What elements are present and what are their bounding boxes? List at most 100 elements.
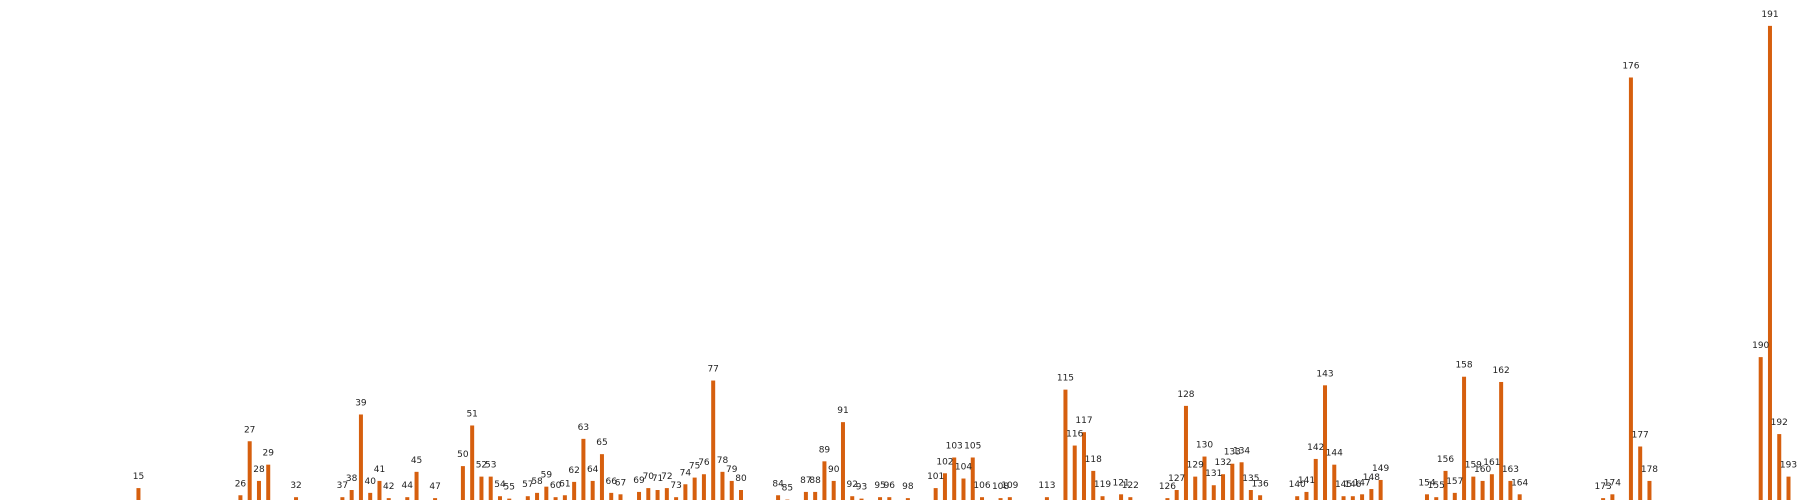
bar-117 bbox=[1081, 432, 1086, 500]
bar-label-102: 102 bbox=[936, 457, 953, 467]
bar-88 bbox=[813, 491, 818, 500]
bar-65 bbox=[599, 454, 604, 500]
bar-label-32: 32 bbox=[290, 481, 301, 491]
bar-label-140: 140 bbox=[1289, 480, 1306, 490]
bar-163 bbox=[1508, 480, 1513, 500]
bar-157 bbox=[1452, 492, 1457, 500]
bar-135 bbox=[1248, 490, 1253, 500]
bar-label-190: 190 bbox=[1752, 341, 1769, 351]
bar-label-64: 64 bbox=[587, 465, 599, 475]
bar-77 bbox=[711, 380, 716, 500]
bar-145 bbox=[1341, 496, 1346, 500]
bar-label-69: 69 bbox=[633, 476, 645, 486]
bar-158 bbox=[1462, 376, 1467, 500]
bar-label-118: 118 bbox=[1085, 455, 1102, 465]
bar-177 bbox=[1638, 446, 1643, 500]
bar-label-85: 85 bbox=[782, 484, 793, 494]
bar-54 bbox=[497, 496, 502, 500]
bar-label-44: 44 bbox=[402, 481, 414, 491]
bar-159 bbox=[1471, 476, 1476, 500]
bar-44 bbox=[405, 497, 410, 500]
bar-76 bbox=[701, 474, 706, 500]
bar-149 bbox=[1378, 479, 1383, 500]
bar-113 bbox=[1044, 497, 1049, 500]
bar-26 bbox=[238, 495, 243, 500]
bar-label-93: 93 bbox=[856, 483, 867, 493]
bar-143 bbox=[1323, 385, 1328, 500]
bar-116 bbox=[1072, 445, 1077, 500]
bar-label-161: 161 bbox=[1483, 458, 1500, 468]
bar-91 bbox=[840, 422, 845, 500]
bar-label-78: 78 bbox=[717, 456, 729, 466]
bar-147 bbox=[1360, 494, 1365, 500]
bar-label-108: 108 bbox=[992, 482, 1009, 492]
bar-label-41: 41 bbox=[374, 465, 385, 475]
bar-80 bbox=[739, 490, 743, 500]
bar-61 bbox=[562, 495, 567, 500]
bar-141 bbox=[1304, 491, 1309, 500]
bar-173 bbox=[1601, 498, 1606, 500]
bar-label-79: 79 bbox=[726, 465, 738, 475]
bar-label-141: 141 bbox=[1298, 476, 1315, 486]
bar-label-154: 154 bbox=[1418, 478, 1435, 488]
bar-127 bbox=[1174, 490, 1179, 500]
bar-70 bbox=[646, 488, 651, 500]
bar-label-67: 67 bbox=[615, 478, 626, 488]
bar-label-59: 59 bbox=[541, 471, 553, 481]
bar-label-193: 193 bbox=[1780, 461, 1797, 471]
bar-label-103: 103 bbox=[946, 442, 963, 452]
bar-label-37: 37 bbox=[337, 481, 348, 491]
bar-37 bbox=[340, 497, 345, 500]
bar-78 bbox=[720, 471, 725, 500]
bar-193 bbox=[1786, 476, 1791, 500]
bar-label-15: 15 bbox=[133, 472, 144, 482]
bar-label-146: 146 bbox=[1344, 480, 1361, 490]
bar-174 bbox=[1610, 494, 1615, 500]
bar-label-177: 177 bbox=[1632, 431, 1649, 441]
bar-label-28: 28 bbox=[253, 465, 265, 475]
bar-label-122: 122 bbox=[1122, 481, 1139, 491]
bar-42 bbox=[386, 498, 391, 500]
bar-label-134: 134 bbox=[1233, 446, 1250, 456]
bar-label-109: 109 bbox=[1001, 481, 1018, 491]
bar-79 bbox=[729, 480, 734, 500]
bar-label-47: 47 bbox=[429, 482, 440, 492]
bar-label-51: 51 bbox=[466, 409, 477, 419]
bar-label-127: 127 bbox=[1168, 474, 1185, 484]
bar-label-53: 53 bbox=[485, 461, 496, 471]
bar-53 bbox=[488, 476, 493, 500]
bar-label-71: 71 bbox=[652, 474, 663, 484]
bar-label-142: 142 bbox=[1307, 443, 1324, 453]
bar-192 bbox=[1777, 434, 1782, 500]
bar-72 bbox=[664, 488, 669, 500]
bar-32 bbox=[294, 497, 299, 500]
bar-label-58: 58 bbox=[531, 477, 543, 487]
bar-98 bbox=[905, 498, 910, 500]
bar-45 bbox=[414, 471, 419, 500]
bar-label-101: 101 bbox=[927, 472, 944, 482]
bar-label-66: 66 bbox=[605, 477, 617, 487]
bar-label-178: 178 bbox=[1641, 465, 1658, 475]
bar-95 bbox=[878, 497, 883, 500]
bar-label-50: 50 bbox=[457, 450, 469, 460]
bar-label-52: 52 bbox=[476, 461, 487, 471]
bar-176 bbox=[1628, 77, 1633, 500]
bar-57 bbox=[525, 496, 530, 500]
bar-74 bbox=[683, 484, 688, 500]
bar-label-174: 174 bbox=[1604, 478, 1621, 488]
bar-64 bbox=[590, 480, 595, 500]
bar-label-129: 129 bbox=[1187, 461, 1204, 471]
bar-67 bbox=[618, 494, 623, 500]
bar-115 bbox=[1063, 389, 1068, 500]
bar-label-90: 90 bbox=[828, 465, 840, 475]
bar-160 bbox=[1480, 480, 1485, 500]
bar-label-160: 160 bbox=[1474, 465, 1491, 475]
bar-label-89: 89 bbox=[819, 445, 831, 455]
bar-29 bbox=[266, 464, 271, 500]
bar-label-192: 192 bbox=[1771, 418, 1788, 428]
bars-layer bbox=[136, 25, 1791, 500]
bar-92 bbox=[850, 496, 855, 500]
bar-89 bbox=[822, 461, 827, 500]
bar-119 bbox=[1100, 496, 1105, 500]
